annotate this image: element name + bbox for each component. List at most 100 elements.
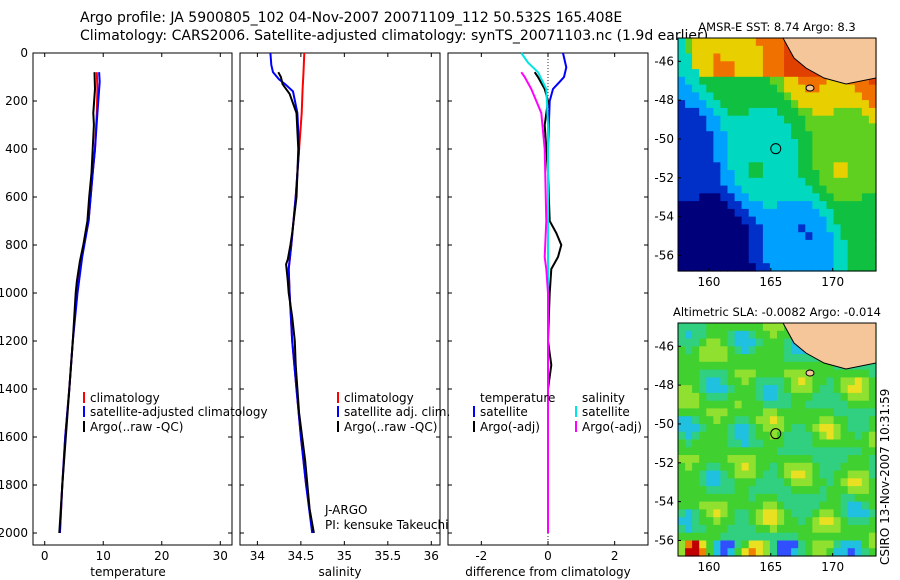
sst-map-cell	[734, 131, 743, 140]
sst-map-cell	[762, 263, 771, 272]
sst-map-cell	[847, 232, 856, 241]
sst-map-cell	[748, 177, 757, 187]
sla-map-cell	[854, 424, 863, 433]
sla-map-cell	[755, 354, 764, 363]
sla-map-cell	[826, 486, 835, 495]
sla-map-cell	[833, 377, 842, 386]
sst-map-cell	[748, 193, 757, 202]
sla-map-cell	[798, 377, 806, 386]
sla-map-cell	[784, 493, 792, 503]
sla-map-cell	[826, 431, 835, 441]
sla-map-cell	[720, 540, 729, 549]
sst-map-cell	[847, 162, 856, 171]
sst-map-cell	[748, 247, 757, 257]
sst-map-cell	[741, 76, 750, 86]
sla-lat-label: -46	[654, 339, 674, 353]
sla-map-cell	[777, 493, 785, 503]
sst-map-cell	[833, 185, 842, 194]
sst-map-cell	[678, 232, 686, 241]
sst-map-cell	[748, 100, 757, 109]
sla-map-cell	[812, 400, 821, 410]
sst-map-cell	[734, 239, 743, 249]
sst-map-cell	[741, 170, 750, 179]
sla-map-cell	[826, 408, 835, 417]
sla-map-cell	[777, 392, 785, 402]
sla-map-cell	[868, 517, 877, 526]
sla-map-cell	[819, 517, 828, 526]
sla-map-cell	[734, 517, 743, 526]
sla-map-cell	[762, 392, 771, 402]
sst-map-cell	[748, 263, 757, 272]
sst-map-cell	[798, 76, 806, 86]
sla-map-cell	[678, 392, 686, 402]
sla-map-cell	[727, 330, 736, 340]
difference-x-tick-label: 2	[611, 549, 619, 563]
sla-map-cell	[819, 424, 828, 433]
sst-map-cell	[769, 208, 778, 218]
sst-map-cell	[769, 131, 778, 140]
sst-map-cell	[777, 185, 785, 194]
sla-map-cell	[769, 439, 778, 448]
sst-map-cell	[791, 162, 799, 171]
sst-map-cell	[819, 177, 828, 187]
sst-map-cell	[741, 201, 750, 210]
sst-map-cell	[713, 239, 722, 249]
sst-map-cell	[791, 224, 799, 233]
sla-map-cell	[678, 323, 686, 332]
sst-map-cell	[769, 100, 778, 109]
sst-map-cell	[713, 139, 722, 148]
sst-map-cell	[854, 208, 863, 218]
sla-map-cell	[861, 400, 870, 410]
sla-map-cell	[741, 369, 750, 378]
sla-map-cell	[798, 517, 806, 526]
sst-map-cell	[868, 247, 877, 257]
sst-map-cell	[854, 247, 863, 257]
sst-map-cell	[741, 92, 750, 101]
sla-map-cell	[734, 424, 743, 433]
sst-map-cell	[868, 224, 877, 233]
sst-map-cell	[685, 208, 693, 218]
sla-map-cell	[833, 548, 842, 557]
sst-map-cell	[868, 193, 877, 202]
sla-map-cell	[777, 455, 785, 464]
sla-map-cell	[791, 416, 799, 425]
sst-map-cell	[840, 247, 849, 257]
sla-map-cell	[692, 447, 700, 456]
sst-map-cell	[727, 53, 736, 62]
sst-map-cell	[699, 185, 707, 194]
sst-map-cell	[678, 193, 686, 202]
sla-map-cell	[706, 346, 714, 355]
sla-map-cell	[755, 548, 764, 557]
sst-map-cell	[784, 139, 792, 148]
sla-map-cell	[748, 517, 757, 526]
sst-map-cell	[685, 61, 693, 70]
sst-map-cell	[685, 76, 693, 86]
sla-map-cell	[861, 478, 870, 487]
sla-map-cell	[812, 416, 821, 425]
sla-map-cell	[861, 385, 870, 394]
sst-map-cell	[762, 92, 771, 101]
sla-map-cell	[755, 408, 764, 417]
sla-map-cell	[798, 462, 806, 472]
sla-map-cell	[713, 408, 722, 417]
sla-map-cell	[692, 408, 700, 417]
sla-map-cell	[769, 330, 778, 340]
sst-map-cell	[755, 177, 764, 187]
sst-map-cell	[777, 263, 785, 272]
sst-map-cell	[791, 131, 799, 140]
sla-map-cell	[819, 540, 828, 549]
sst-map-cell	[685, 115, 693, 125]
sla-map-cell	[741, 455, 750, 464]
sst-map-cell	[706, 263, 714, 272]
sst-map-cell	[854, 162, 863, 171]
sla-map-cell	[791, 369, 799, 378]
sla-map-cell	[699, 330, 707, 340]
sst-map-cell	[692, 38, 700, 47]
sst-map-cell	[868, 139, 877, 148]
sst-map-cell	[713, 115, 722, 125]
sst-map-cell	[692, 201, 700, 210]
sla-map-cell	[755, 424, 764, 433]
sst-map-cell	[713, 76, 722, 86]
sla-map-cell	[699, 346, 707, 355]
sla-map-cell	[777, 424, 785, 433]
